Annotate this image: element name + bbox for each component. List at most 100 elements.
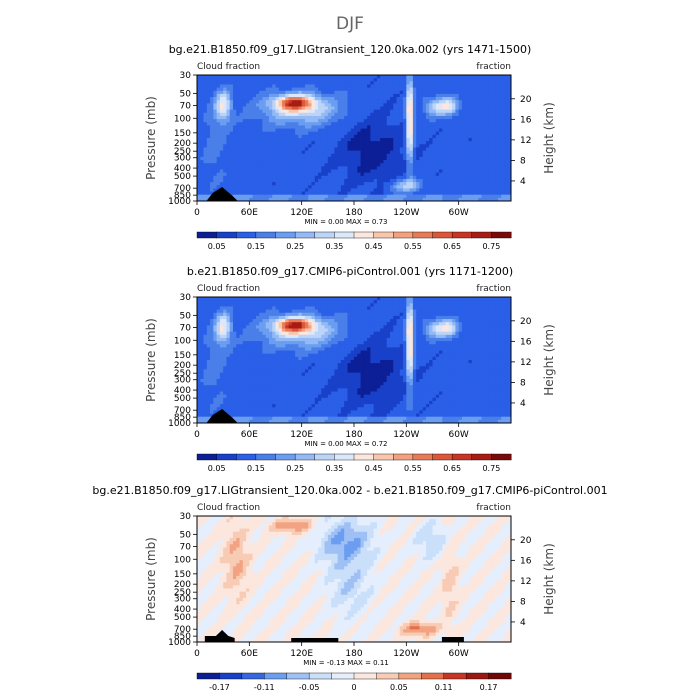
heatmap-cell: [491, 300, 496, 304]
heatmap-cell: [197, 150, 201, 155]
heatmap-cell: [504, 182, 509, 186]
heatmap-cell: [363, 78, 368, 82]
heatmap-cell: [367, 322, 371, 326]
heatmap-cell: [324, 87, 329, 92]
heatmap-cell: [226, 182, 231, 186]
heatmap-cell: [308, 153, 312, 158]
heatmap-cell: [239, 122, 244, 126]
heatmap-cell: [295, 175, 299, 180]
heatmap-cell: [373, 309, 378, 314]
heatmap-cell: [295, 300, 299, 304]
heatmap-cell: [327, 103, 332, 107]
heatmap-cell: [396, 84, 401, 88]
heatmap-cell: [259, 163, 263, 167]
heatmap-cell: [452, 156, 456, 161]
heatmap-cell: [393, 194, 397, 199]
heatmap-cell: [393, 97, 397, 101]
heatmap-cell: [507, 300, 512, 304]
heatmap-cell: [484, 160, 489, 164]
heatmap-cell: [419, 87, 424, 92]
heatmap-cell: [334, 81, 339, 85]
heatmap-cell: [442, 144, 446, 148]
heatmap-cell: [406, 156, 410, 161]
heatmap-cell: [337, 150, 342, 155]
heatmap-cell: [439, 103, 443, 107]
heatmap-cell: [298, 194, 303, 199]
heatmap-cell: [393, 297, 397, 301]
heatmap-cell: [308, 84, 312, 88]
heatmap-cell: [252, 84, 257, 88]
heatmap-cell: [210, 172, 214, 177]
heatmap-cell: [419, 153, 424, 158]
heatmap-cell: [399, 191, 404, 196]
colorbar-swatch: [294, 231, 316, 239]
heatmap-cell: [314, 188, 319, 192]
heatmap-cell: [367, 141, 371, 145]
heatmap-cell: [295, 169, 299, 174]
heatmap-cell: [396, 78, 401, 82]
heatmap-cell: [393, 188, 397, 192]
heatmap-cell: [488, 131, 492, 136]
heatmap-cell: [507, 128, 512, 133]
heatmap-cell: [282, 109, 286, 114]
heatmap-cell: [501, 90, 505, 95]
heatmap-cell: [497, 156, 502, 161]
heatmap-cell: [223, 122, 227, 126]
heatmap-cell: [327, 84, 332, 88]
heatmap-cell: [425, 78, 430, 82]
heatmap-cell: [206, 109, 211, 114]
heatmap-cell: [452, 125, 456, 129]
heatmap-cell: [429, 194, 433, 199]
heatmap-cell: [304, 128, 309, 133]
heatmap-cell: [435, 303, 440, 307]
heatmap-cell: [232, 175, 237, 180]
heatmap-cell: [367, 312, 371, 317]
heatmap-cell: [314, 147, 319, 151]
heatmap-cell: [210, 188, 214, 192]
heatmap-cell: [285, 103, 289, 107]
heatmap-cell: [229, 115, 234, 120]
heatmap-cell: [409, 315, 414, 320]
heatmap-cell: [242, 160, 247, 164]
heatmap-cell: [324, 309, 329, 314]
heatmap-cell: [311, 325, 316, 329]
heatmap-cell: [376, 100, 381, 104]
heatmap-cell: [448, 93, 453, 98]
heatmap-cell: [455, 163, 460, 167]
heatmap-cell: [389, 128, 394, 133]
heatmap-cell: [465, 188, 469, 192]
heatmap-cell: [406, 78, 410, 82]
heatmap-cell: [412, 156, 417, 161]
heatmap-cell: [458, 312, 463, 317]
heatmap-cell: [223, 303, 227, 307]
heatmap-cell: [197, 191, 201, 196]
heatmap-cell: [344, 100, 348, 104]
heatmap-cell: [344, 109, 348, 114]
heatmap-cell: [314, 309, 319, 314]
heatmap-cell: [275, 172, 280, 177]
heatmap-cell: [268, 122, 273, 126]
heatmap-cell: [367, 300, 371, 304]
heatmap-cell: [278, 315, 283, 320]
heatmap-cell: [246, 153, 250, 158]
heatmap-cell: [232, 182, 237, 186]
heatmap-cell: [255, 325, 260, 329]
heatmap-cell: [448, 319, 453, 323]
heatmap-cell: [334, 122, 339, 126]
heatmap-cell: [301, 319, 306, 323]
heatmap-cell: [265, 81, 270, 85]
heatmap-cell: [206, 122, 211, 126]
heatmap-cell: [445, 103, 450, 107]
heatmap-cell: [200, 312, 204, 317]
heatmap-cell: [301, 197, 306, 202]
heatmap-cell: [399, 303, 404, 307]
heatmap-cell: [412, 185, 417, 189]
heatmap-cell: [301, 175, 306, 180]
heatmap-cell: [357, 160, 361, 164]
heatmap-cell: [229, 331, 234, 336]
heatmap-cell: [432, 125, 437, 129]
heatmap-cell: [389, 191, 394, 196]
heatmap-cell: [475, 297, 479, 301]
heatmap-cell: [403, 178, 407, 183]
heatmap-cell: [422, 300, 427, 304]
